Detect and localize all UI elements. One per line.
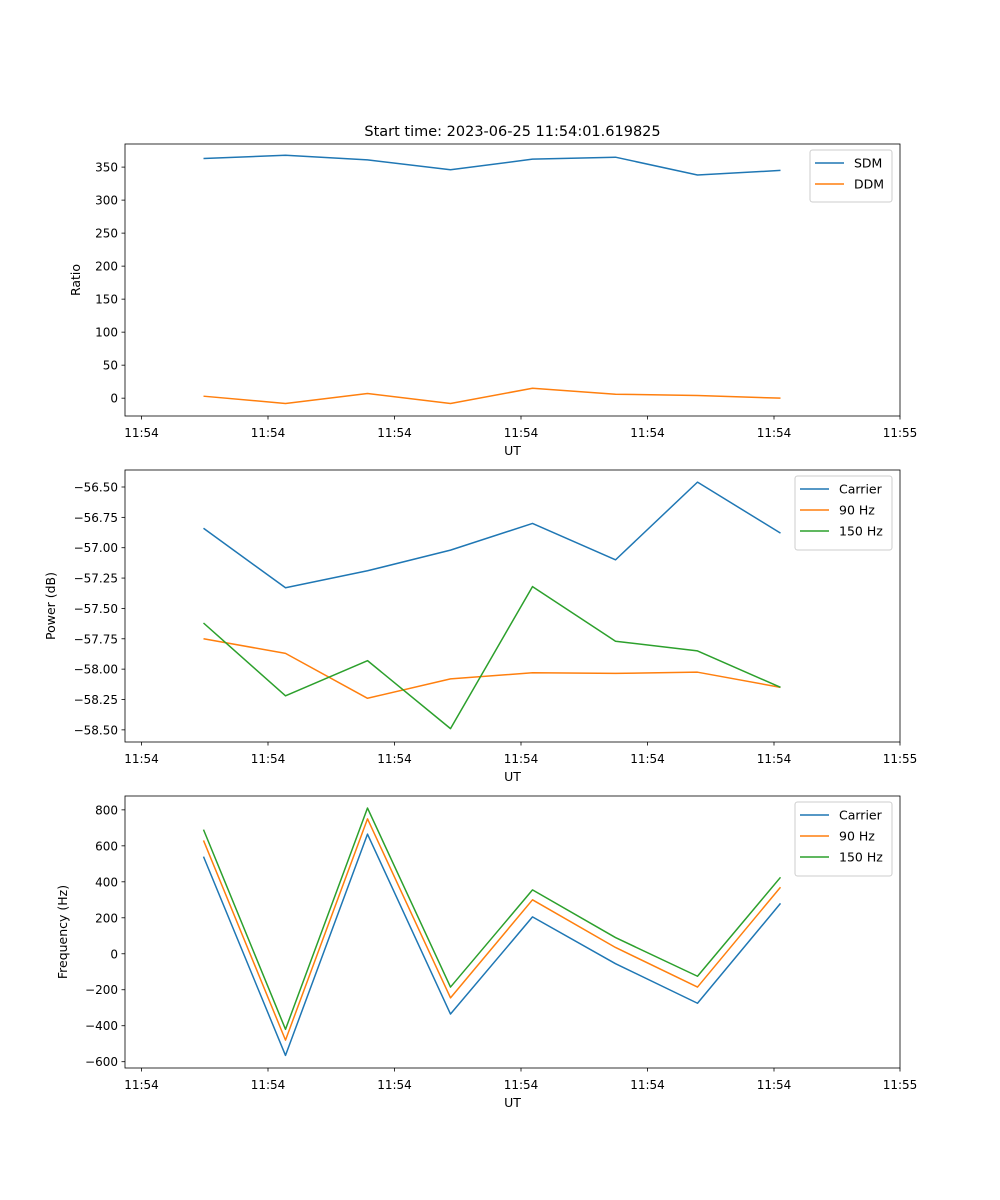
y-tick-label: 400 (95, 875, 118, 889)
legend-entry: 90 Hz (839, 829, 875, 844)
y-tick-label: 100 (95, 326, 118, 340)
series-line-90-hz (203, 638, 781, 700)
y-tick-label: 0 (110, 392, 118, 406)
legend-entry: SDM (854, 156, 882, 171)
legend-entry: 150 Hz (839, 524, 883, 539)
x-tick-label: 11:54 (630, 426, 665, 440)
y-tick-label: −57.75 (74, 632, 118, 646)
y-tick-label: −57.50 (74, 602, 118, 616)
x-tick-label: 11:54 (124, 426, 159, 440)
x-tick-label: 11:54 (251, 1078, 286, 1092)
y-tick-label: 50 (103, 359, 118, 373)
y-tick-label: −58.00 (74, 663, 118, 677)
series-line-90-hz (202, 818, 782, 1041)
x-tick-label: 11:55 (883, 1078, 918, 1092)
y-tick-label: 150 (95, 293, 118, 307)
legend-entry: DDM (854, 177, 884, 192)
y-tick-label: −600 (85, 1055, 118, 1069)
panels: 0 50 100 150 200 250 300 350 11:54 11:54 11:54 11:5… (43, 143, 918, 1110)
y-tick-label: 800 (95, 803, 118, 817)
x-tick-label: 11:54 (504, 752, 539, 766)
y-tick-label: 250 (95, 227, 118, 241)
panel-3: −600 −400 −200 0 200 400 600 800 11:54 11:54 11:54… (55, 795, 918, 1110)
x-tick-label: 11:54 (504, 426, 539, 440)
y-tick-label: −400 (85, 1019, 118, 1033)
y-tick-label: −57.25 (74, 572, 118, 586)
y-tick-label: 0 (110, 947, 118, 961)
axes-frame (124, 795, 901, 1069)
y-tick-label: −56.50 (74, 481, 118, 495)
legend: Carrier 90 Hz 150 Hz (794, 801, 893, 877)
x-tick-label: 11:54 (377, 1078, 412, 1092)
legend-entry: Carrier (839, 808, 883, 823)
x-tick-label: 11:54 (757, 1078, 792, 1092)
series-line-carrier (203, 481, 781, 589)
chart-title: Start time: 2023-06-25 11:54:01.619825 (364, 124, 660, 140)
x-tick-label: 11:55 (883, 752, 918, 766)
y-tick-label: −57.00 (74, 541, 118, 555)
y-axis-label: Frequency (Hz) (55, 885, 70, 979)
series-line-carrier (202, 833, 782, 1057)
x-tick-label: 11:54 (504, 1078, 539, 1092)
x-axis-label: UT (504, 443, 521, 458)
panel-2: −58.50 −58.25 −58.00 −57.75 −57.50 −57.25 −57.… (43, 469, 918, 784)
series-line-150-hz (203, 585, 781, 730)
x-axis-label: UT (504, 769, 521, 784)
x-tick-label: 11:54 (630, 752, 665, 766)
panel-1: 0 50 100 150 200 250 300 350 11:54 11:54 11:54 11:5… (68, 143, 918, 458)
series-line-ddm (203, 387, 781, 405)
y-axis-label: Power (dB) (43, 572, 58, 640)
x-tick-label: 11:54 (124, 752, 159, 766)
y-tick-label: −58.50 (74, 723, 118, 737)
y-tick-label: 200 (95, 260, 118, 274)
x-tick-label: 11:55 (883, 426, 918, 440)
y-tick-label: 600 (95, 839, 118, 853)
y-tick-label: −58.25 (74, 693, 118, 707)
axes-frame (124, 469, 901, 743)
y-tick-label: −200 (85, 983, 118, 997)
x-tick-label: 11:54 (377, 752, 412, 766)
y-axis-label: Ratio (68, 264, 83, 296)
legend-entry: 150 Hz (839, 850, 883, 865)
y-tick-label: 200 (95, 911, 118, 925)
x-tick-label: 11:54 (757, 426, 792, 440)
x-tick-label: 11:54 (377, 426, 412, 440)
legend-entry: Carrier (839, 482, 883, 497)
x-axis-label: UT (504, 1095, 521, 1110)
x-tick-label: 11:54 (630, 1078, 665, 1092)
series-line-sdm (203, 154, 781, 176)
x-tick-label: 11:54 (757, 752, 792, 766)
y-tick-label: 350 (95, 161, 118, 175)
x-tick-label: 11:54 (251, 426, 286, 440)
legend: SDM DDM (809, 149, 893, 203)
legend-entry: 90 Hz (839, 503, 875, 518)
series-line-150-hz (202, 807, 782, 1031)
y-tick-label: 300 (95, 194, 118, 208)
x-tick-label: 11:54 (124, 1078, 159, 1092)
y-tick-label: −56.75 (74, 511, 118, 525)
x-tick-label: 11:54 (251, 752, 286, 766)
axes-frame (124, 143, 901, 417)
legend: Carrier 90 Hz 150 Hz (794, 475, 893, 551)
